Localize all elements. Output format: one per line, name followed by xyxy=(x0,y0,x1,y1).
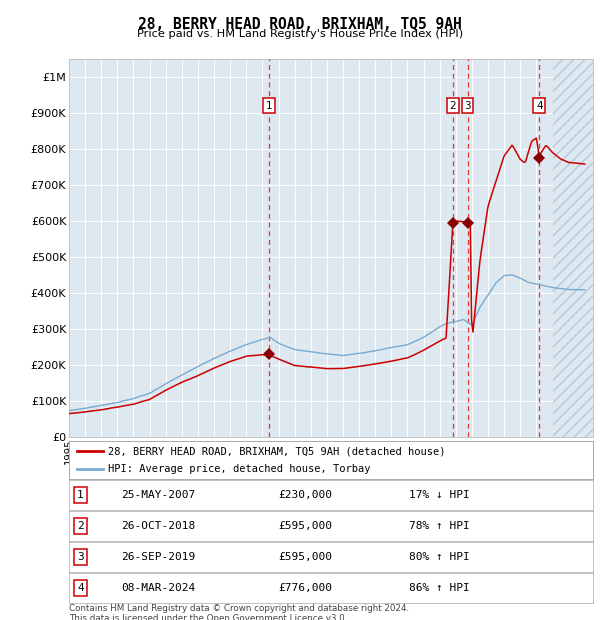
Text: 25-MAY-2007: 25-MAY-2007 xyxy=(121,490,196,500)
Text: 26-SEP-2019: 26-SEP-2019 xyxy=(121,552,196,562)
Text: £776,000: £776,000 xyxy=(278,583,332,593)
Text: 28, BERRY HEAD ROAD, BRIXHAM, TQ5 9AH: 28, BERRY HEAD ROAD, BRIXHAM, TQ5 9AH xyxy=(138,17,462,32)
Text: 78% ↑ HPI: 78% ↑ HPI xyxy=(409,521,470,531)
Text: 1: 1 xyxy=(77,490,84,500)
Text: Price paid vs. HM Land Registry's House Price Index (HPI): Price paid vs. HM Land Registry's House … xyxy=(137,29,463,39)
Text: £595,000: £595,000 xyxy=(278,521,332,531)
Text: HPI: Average price, detached house, Torbay: HPI: Average price, detached house, Torb… xyxy=(108,464,371,474)
Text: 4: 4 xyxy=(536,100,542,111)
Text: 26-OCT-2018: 26-OCT-2018 xyxy=(121,521,196,531)
Text: Contains HM Land Registry data © Crown copyright and database right 2024.
This d: Contains HM Land Registry data © Crown c… xyxy=(69,604,409,620)
Text: 17% ↓ HPI: 17% ↓ HPI xyxy=(409,490,470,500)
Text: £230,000: £230,000 xyxy=(278,490,332,500)
Text: 86% ↑ HPI: 86% ↑ HPI xyxy=(409,583,470,593)
Text: 3: 3 xyxy=(77,552,84,562)
Text: 80% ↑ HPI: 80% ↑ HPI xyxy=(409,552,470,562)
Text: 2: 2 xyxy=(449,100,456,111)
Text: 3: 3 xyxy=(464,100,471,111)
Text: 1: 1 xyxy=(266,100,272,111)
Text: 4: 4 xyxy=(77,583,84,593)
Text: £595,000: £595,000 xyxy=(278,552,332,562)
Text: 08-MAR-2024: 08-MAR-2024 xyxy=(121,583,196,593)
Text: 2: 2 xyxy=(77,521,84,531)
Text: 28, BERRY HEAD ROAD, BRIXHAM, TQ5 9AH (detached house): 28, BERRY HEAD ROAD, BRIXHAM, TQ5 9AH (d… xyxy=(108,446,446,456)
